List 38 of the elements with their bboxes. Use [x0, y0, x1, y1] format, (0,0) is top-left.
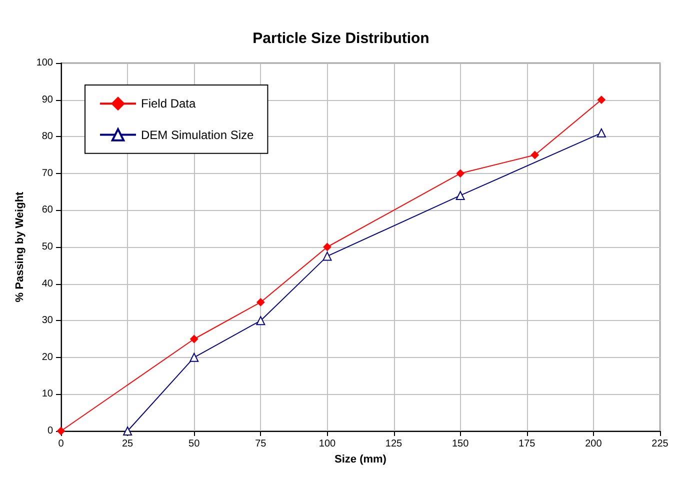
x-tick-label: 50 — [188, 438, 200, 450]
y-tick-label: 10 — [42, 388, 54, 400]
x-tick-label: 125 — [385, 438, 403, 450]
point — [597, 96, 606, 104]
y-tick-label: 20 — [42, 352, 54, 363]
x-tick-label: 175 — [518, 438, 536, 450]
point — [530, 151, 539, 159]
point — [256, 298, 265, 306]
y-tick-label: 90 — [42, 94, 54, 106]
point — [123, 426, 132, 436]
point — [456, 169, 464, 178]
x-tick-label: 200 — [585, 438, 602, 450]
x-tick-label: 0 — [58, 438, 64, 450]
point — [256, 316, 266, 326]
x-tick-label: 75 — [255, 438, 267, 450]
point — [190, 352, 199, 362]
y-axis-title: % Passing by Weight — [14, 191, 26, 302]
x-axis-title: Size (mm) — [334, 453, 387, 466]
legend-label: Field Data — [141, 96, 196, 111]
point — [322, 252, 332, 261]
chart-title: Particle Size Distribution — [252, 30, 430, 47]
y-tick-label: 40 — [42, 278, 54, 290]
point — [456, 190, 465, 200]
y-tick-label: 80 — [42, 131, 54, 142]
y-tick-label: 0 — [47, 426, 54, 436]
x-tick-label: 25 — [122, 438, 134, 450]
x-tick-label: 150 — [452, 438, 470, 450]
point — [323, 243, 332, 251]
y-tick-label: 50 — [42, 242, 54, 252]
point — [190, 335, 198, 343]
x-tick-label: 225 — [652, 438, 669, 450]
y-tick-label: 30 — [42, 315, 54, 326]
y-tick-label: 100 — [36, 58, 54, 68]
y-tick-label: 70 — [42, 168, 54, 179]
x-tick-label: 100 — [318, 438, 336, 450]
legend-label: DEM Simulation Size — [141, 128, 254, 142]
y-tick-label: 60 — [42, 204, 54, 216]
point — [596, 128, 606, 138]
